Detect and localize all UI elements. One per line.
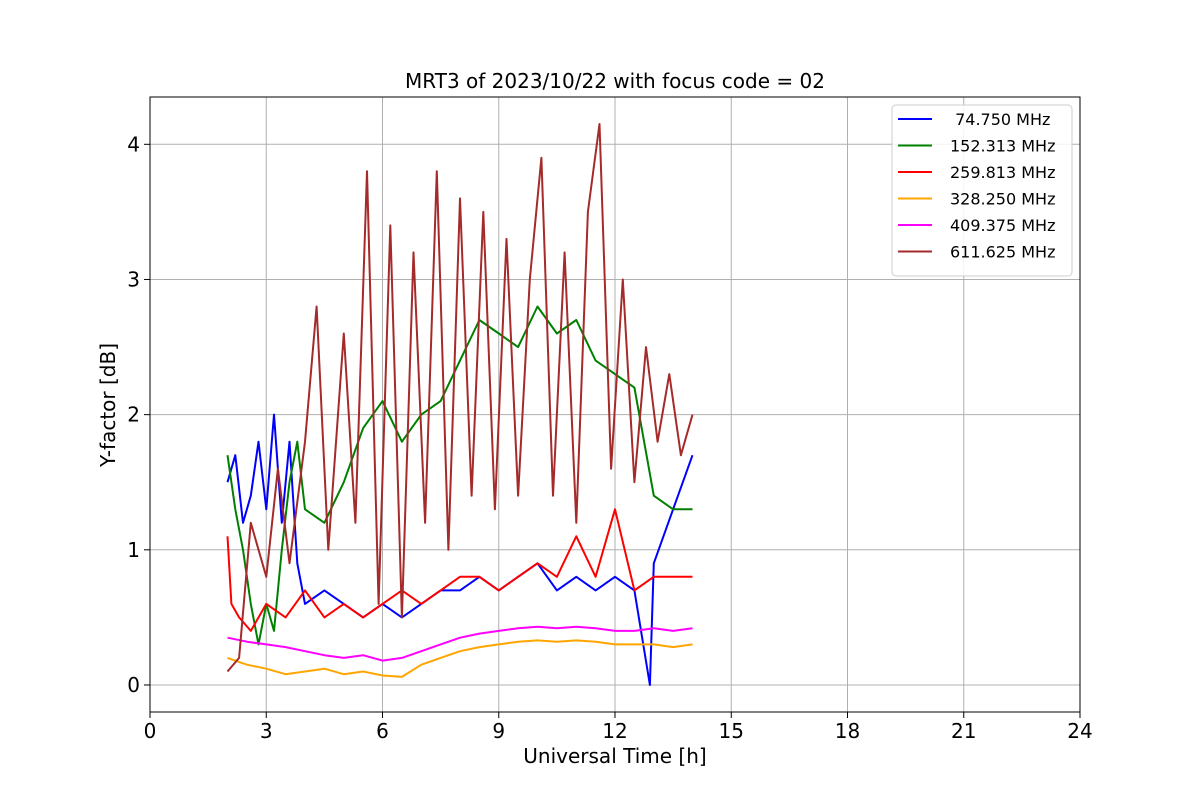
- x-tick-label: 3: [260, 719, 273, 743]
- x-tick-label: 0: [144, 719, 157, 743]
- y-tick-label: 4: [127, 132, 140, 156]
- legend: 74.750 MHz 152.313 MHz 259.813 MHz 328.250 …: [892, 105, 1072, 276]
- x-tick-label: 12: [602, 719, 627, 743]
- x-tick-label: 6: [376, 719, 389, 743]
- legend-label: 74.750 MHz: [950, 110, 1050, 129]
- legend-label: 259.813 MHz: [950, 163, 1055, 182]
- x-tick-label: 18: [835, 719, 860, 743]
- y-tick-label: 3: [127, 267, 140, 291]
- legend-label: 328.250 MHz: [950, 190, 1055, 209]
- x-tick-label: 21: [951, 719, 976, 743]
- chart-title: MRT3 of 2023/10/22 with focus code = 02: [405, 69, 825, 93]
- y-axis-label: Y-factor [dB]: [96, 343, 120, 468]
- y-tick-label: 0: [127, 673, 140, 697]
- x-tick-label: 9: [492, 719, 505, 743]
- x-tick-label: 24: [1067, 719, 1092, 743]
- y-tick-label: 2: [127, 403, 140, 427]
- y-tick-label: 1: [127, 538, 140, 562]
- legend-label: 409.375 MHz: [950, 216, 1055, 235]
- x-axis-label: Universal Time [h]: [523, 744, 706, 768]
- legend-label: 611.625 MHz: [950, 243, 1055, 262]
- x-tick-label: 15: [719, 719, 744, 743]
- legend-label: 152.313 MHz: [950, 137, 1055, 156]
